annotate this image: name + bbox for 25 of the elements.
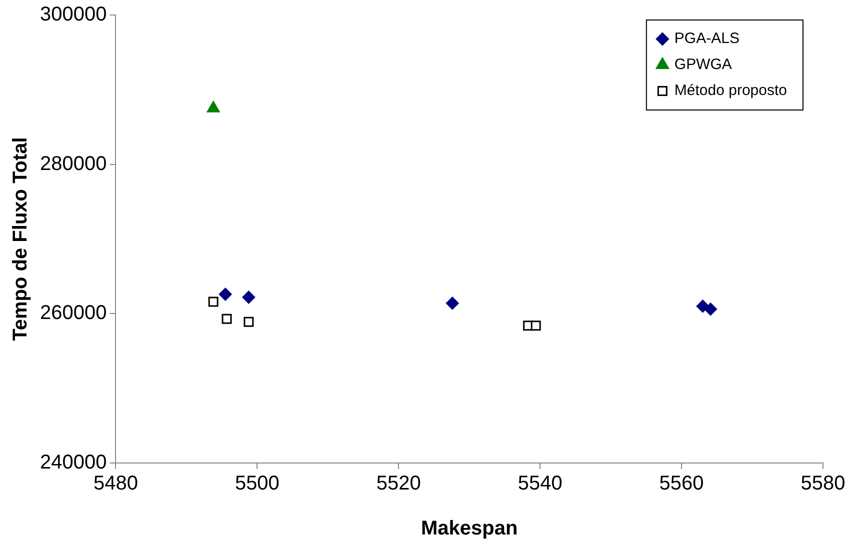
x-axis-title: Makespan — [421, 518, 518, 540]
point — [704, 302, 718, 316]
point — [696, 300, 710, 313]
y-tick-label: 240000 — [40, 452, 107, 474]
x-tick-label: 5480 — [93, 472, 138, 495]
legend-label: Método proposto — [674, 82, 788, 100]
y-axis-title: Tempo de Fluxo Total — [10, 137, 32, 341]
legend-label: PGA-ALS — [674, 30, 740, 48]
point — [244, 316, 254, 327]
point — [242, 290, 256, 304]
x-tick-label: 5580 — [800, 472, 846, 495]
x-tick-label: 5540 — [518, 472, 562, 495]
point — [218, 288, 232, 301]
x-tick-label: 5560 — [659, 472, 704, 495]
legend-label: GPWGA — [674, 56, 732, 74]
x-tick-label: 5500 — [234, 472, 280, 495]
point — [206, 100, 220, 112]
y-tick-label: 300000 — [40, 4, 107, 26]
y-tick-label: 280000 — [40, 152, 107, 175]
point — [530, 320, 541, 331]
x-tick-label: 5520 — [376, 472, 421, 495]
y-tick-label: 260000 — [40, 302, 107, 324]
point — [446, 296, 459, 310]
point — [208, 296, 218, 307]
point — [222, 314, 232, 324]
